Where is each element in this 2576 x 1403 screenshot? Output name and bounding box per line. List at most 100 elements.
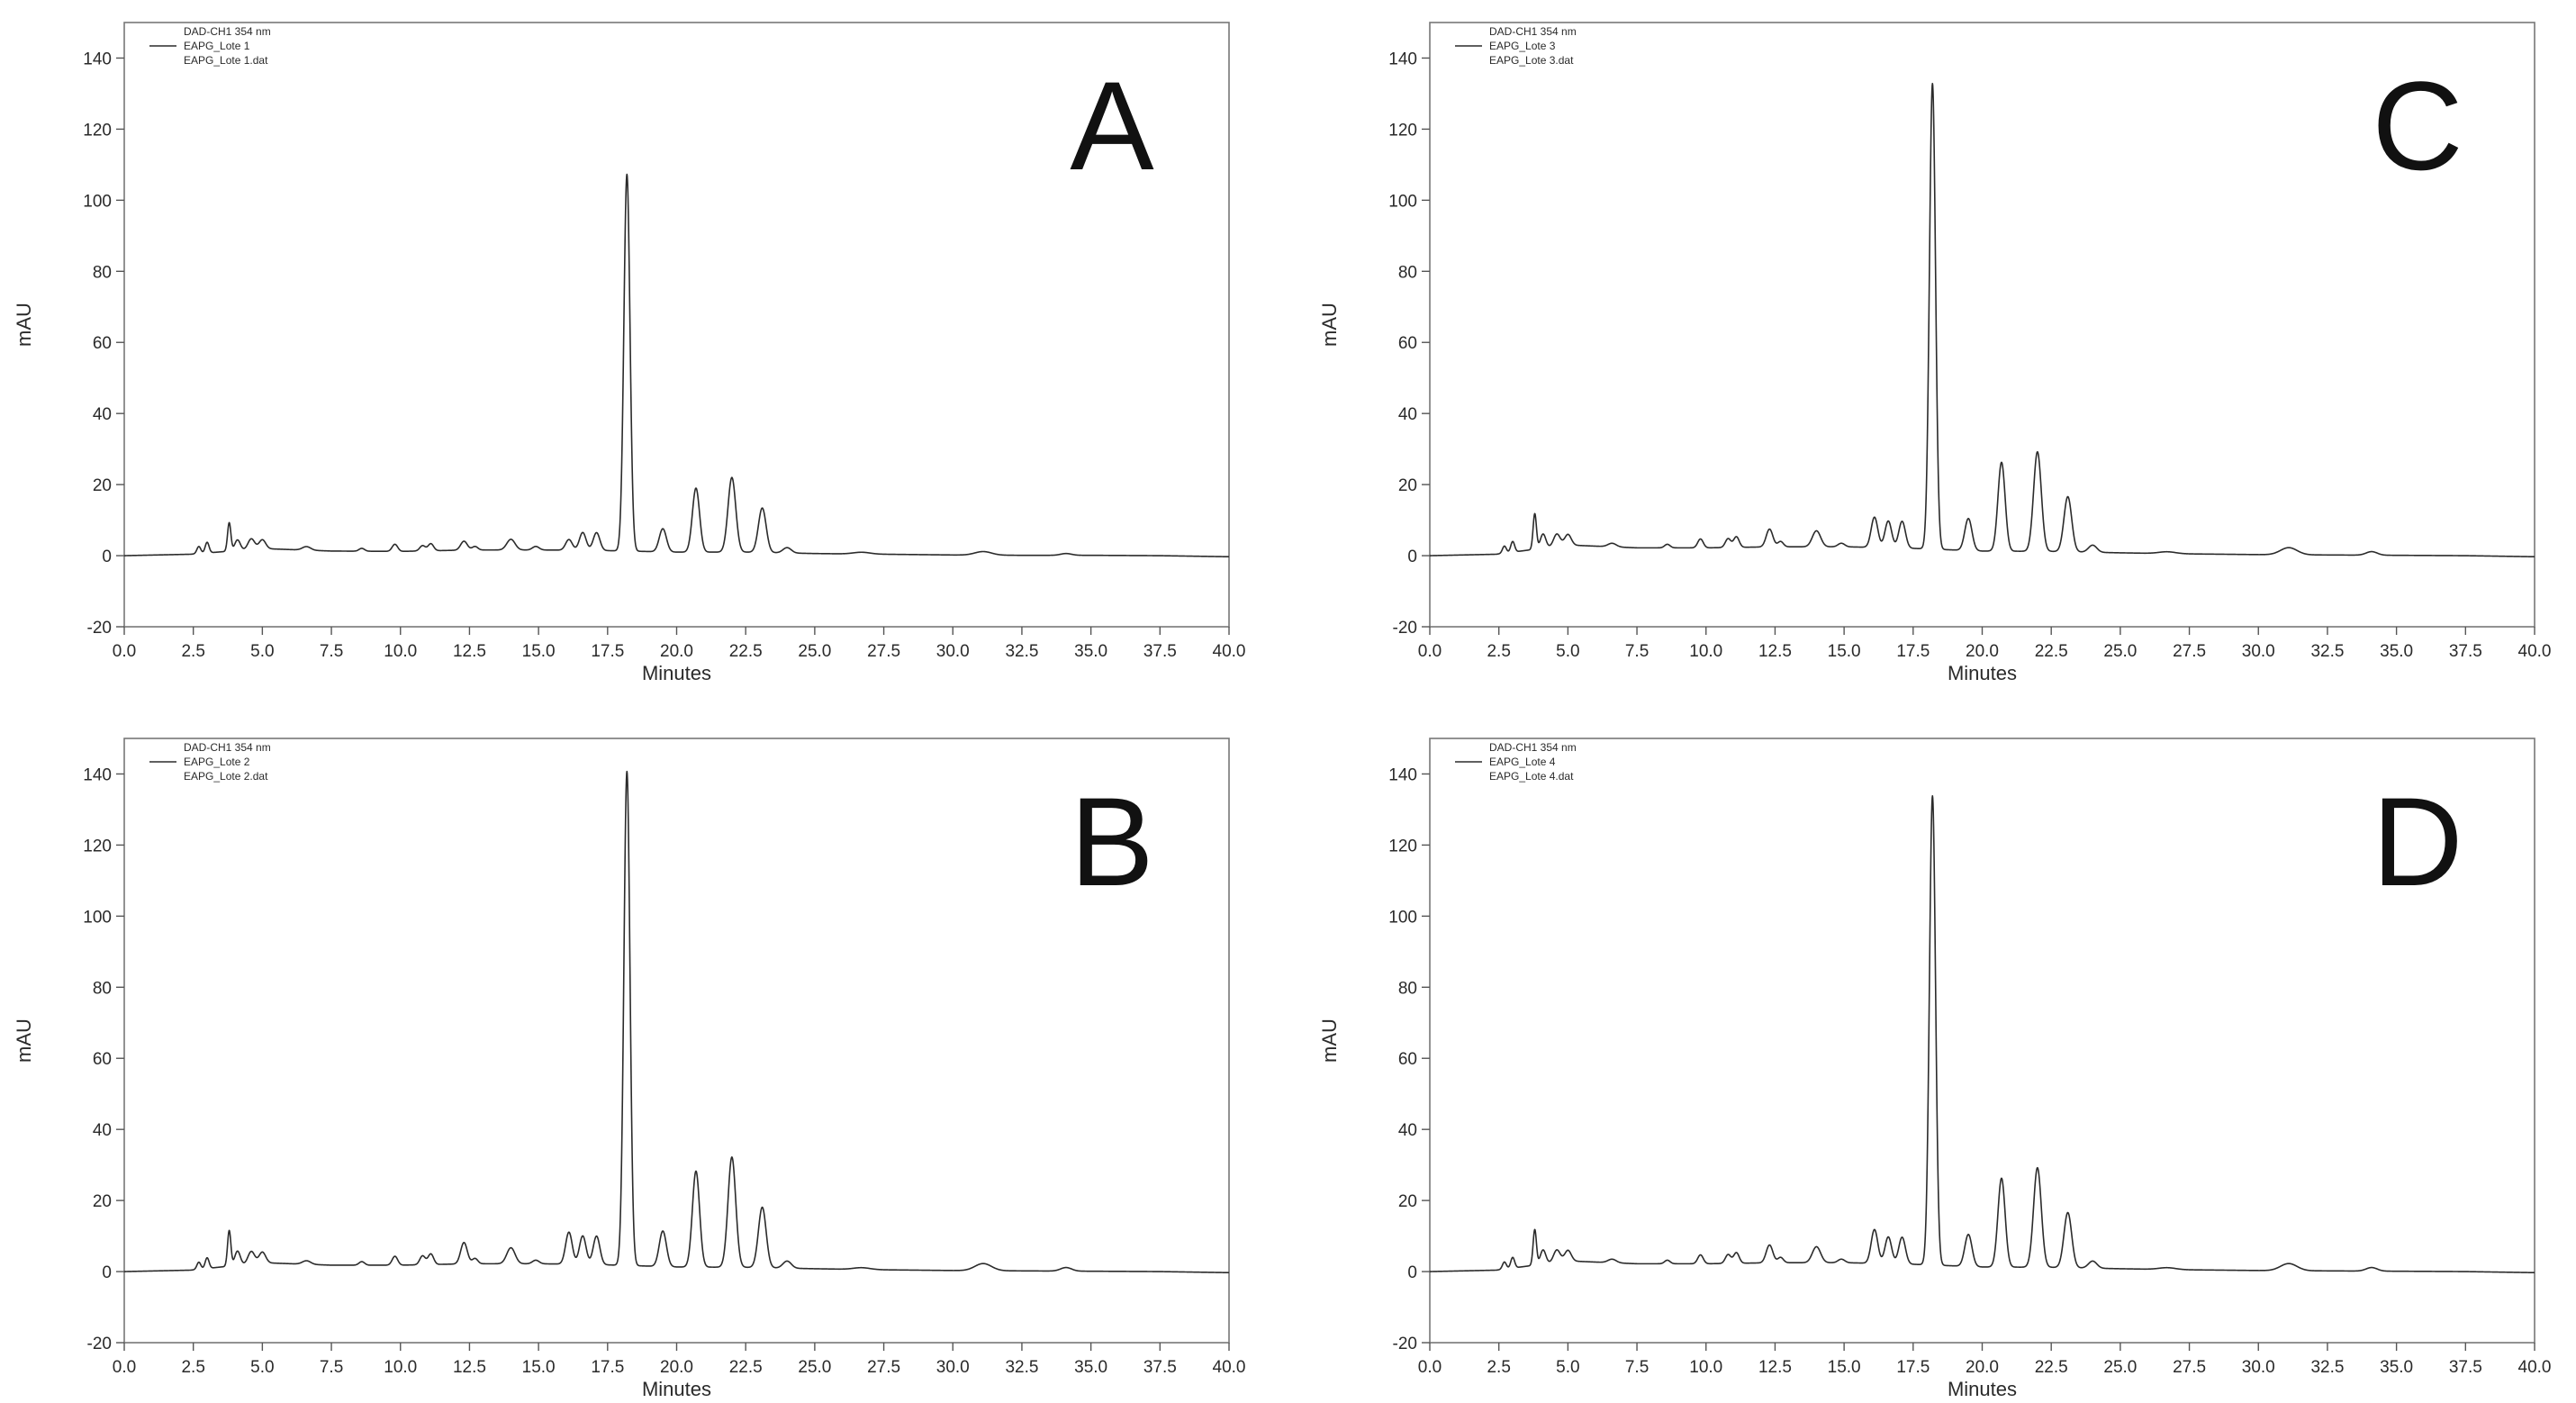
- y-tick-label: 100: [1388, 908, 1417, 927]
- y-tick-label: 140: [1388, 50, 1417, 68]
- y-tick-label: -20: [87, 619, 112, 638]
- legend-entry: EAPG_Lote 2: [184, 756, 250, 768]
- y-tick-label: 120: [1388, 837, 1417, 855]
- x-tick-label: 32.5: [1005, 642, 1038, 661]
- y-tick-label: 0: [102, 548, 112, 566]
- x-tick-label: 25.0: [798, 642, 831, 661]
- x-tick-label: 40.0: [2518, 1358, 2552, 1377]
- chromatogram-trace: [123, 173, 1230, 558]
- y-tick-label: 20: [1398, 1192, 1417, 1211]
- x-tick-label: 12.5: [453, 642, 486, 661]
- panel-label: D: [2372, 771, 2463, 912]
- y-tick-label: 20: [93, 1192, 112, 1211]
- x-tick-label: 2.5: [181, 1358, 204, 1377]
- legend-entry: EAPG_Lote 2.dat: [184, 770, 268, 783]
- x-tick-label: 30.0: [2242, 1358, 2275, 1377]
- x-axis-title: Minutes: [642, 662, 711, 684]
- x-tick-label: 2.5: [1487, 642, 1510, 661]
- chromatogram-panel-c: 0.0 2.5 5.0 7.5 10.0 12.5 15.0 17.5 20.0 22.5 25.0…: [1318, 22, 2551, 684]
- x-tick-label: 0.0: [113, 1358, 136, 1377]
- x-tick-label: 25.0: [2103, 1358, 2137, 1377]
- y-tick-label: 140: [83, 765, 112, 784]
- y-axis-title: mAU: [1318, 303, 1341, 347]
- x-tick-label: 27.5: [867, 642, 900, 661]
- legend-entry: EAPG_Lote 4.dat: [1489, 770, 1574, 783]
- y-tick-label: -20: [87, 1335, 112, 1353]
- panel-label: C: [2372, 55, 2463, 196]
- y-axis-title: mAU: [13, 303, 35, 347]
- y-tick-label: 0: [1407, 1263, 1417, 1282]
- chromatogram-trace: [1429, 82, 2535, 558]
- y-tick-label: 140: [83, 50, 112, 68]
- y-tick-label: 20: [93, 476, 112, 495]
- x-tick-label: 2.5: [1487, 1358, 1510, 1377]
- x-tick-label: 5.0: [250, 1358, 274, 1377]
- y-tick-label: 100: [1388, 192, 1417, 211]
- x-tick-label: 17.5: [591, 642, 624, 661]
- y-tick-label: 60: [93, 1050, 112, 1069]
- y-tick-label: 0: [102, 1263, 112, 1282]
- legend-entry: EAPG_Lote 3: [1489, 40, 1556, 52]
- x-tick-label: 20.0: [1966, 1358, 1999, 1377]
- legend-title: DAD-CH1 354 nm: [184, 741, 271, 754]
- x-axis-title: Minutes: [1948, 1378, 2017, 1400]
- x-tick-label: 25.0: [2103, 642, 2137, 661]
- x-tick-label: 22.5: [2035, 642, 2068, 661]
- y-tick-label: -20: [1393, 619, 1417, 638]
- x-tick-label: 7.5: [320, 1358, 343, 1377]
- x-tick-label: 10.0: [384, 642, 417, 661]
- x-tick-label: 37.5: [2449, 1358, 2482, 1377]
- x-tick-label: 7.5: [320, 642, 343, 661]
- y-tick-label: 80: [93, 263, 112, 282]
- x-tick-label: 0.0: [113, 642, 136, 661]
- y-tick-label: 80: [1398, 979, 1417, 998]
- y-tick-label: 60: [93, 334, 112, 353]
- legend-entry: EAPG_Lote 1.dat: [184, 54, 268, 67]
- x-tick-label: 27.5: [2173, 642, 2206, 661]
- x-tick-label: 35.0: [2380, 1358, 2413, 1377]
- x-tick-label: 20.0: [660, 642, 693, 661]
- x-tick-label: 5.0: [1556, 1358, 1579, 1377]
- x-tick-label: 20.0: [1966, 642, 1999, 661]
- x-tick-label: 20.0: [660, 1358, 693, 1377]
- x-tick-label: 10.0: [1689, 642, 1722, 661]
- y-tick-label: 100: [83, 908, 112, 927]
- y-tick-label: -20: [1393, 1335, 1417, 1353]
- y-tick-label: 60: [1398, 334, 1417, 353]
- x-tick-label: 7.5: [1625, 1358, 1649, 1377]
- x-tick-label: 2.5: [181, 642, 204, 661]
- x-tick-label: 22.5: [729, 642, 763, 661]
- x-tick-label: 17.5: [1896, 642, 1930, 661]
- chromatogram-panel-d: 0.0 2.5 5.0 7.5 10.0 12.5 15.0 17.5 20.0 22.5 25.0…: [1318, 738, 2551, 1400]
- x-tick-label: 32.5: [1005, 1358, 1038, 1377]
- x-tick-label: 40.0: [1213, 1358, 1246, 1377]
- x-tick-label: 10.0: [1689, 1358, 1722, 1377]
- x-tick-label: 35.0: [1074, 642, 1107, 661]
- x-tick-label: 15.0: [522, 1358, 556, 1377]
- chromatogram-panel-b: 0.0 2.5 5.0 7.5 10.0 12.5 15.0 17.5 20.0 22.5 25.0…: [13, 738, 1245, 1400]
- plot-frame: [1429, 22, 2535, 628]
- x-tick-label: 30.0: [936, 642, 970, 661]
- x-tick-label: 25.0: [798, 1358, 831, 1377]
- x-tick-label: 22.5: [729, 1358, 763, 1377]
- x-tick-label: 12.5: [1758, 642, 1792, 661]
- x-tick-label: 27.5: [2173, 1358, 2206, 1377]
- x-tick-label: 37.5: [2449, 642, 2482, 661]
- y-tick-label: 40: [1398, 405, 1417, 424]
- chromatogram-panel-a: 0.0 2.5 5.0 7.5 10.0 12.5 15.0 17.5 20.0 22.5 25.0…: [13, 22, 1245, 684]
- y-tick-label: 40: [1398, 1121, 1417, 1140]
- x-tick-label: 32.5: [2310, 1358, 2344, 1377]
- y-tick-label: 80: [1398, 263, 1417, 282]
- y-tick-label: 140: [1388, 765, 1417, 784]
- x-tick-label: 17.5: [591, 1358, 624, 1377]
- x-tick-label: 12.5: [453, 1358, 486, 1377]
- legend-entry: EAPG_Lote 4: [1489, 756, 1556, 768]
- x-tick-label: 15.0: [522, 642, 556, 661]
- x-tick-label: 32.5: [2310, 642, 2344, 661]
- y-tick-label: 120: [1388, 121, 1417, 140]
- x-tick-label: 30.0: [2242, 642, 2275, 661]
- panel-label: A: [1070, 55, 1154, 196]
- x-tick-label: 22.5: [2035, 1358, 2068, 1377]
- x-tick-label: 7.5: [1625, 642, 1649, 661]
